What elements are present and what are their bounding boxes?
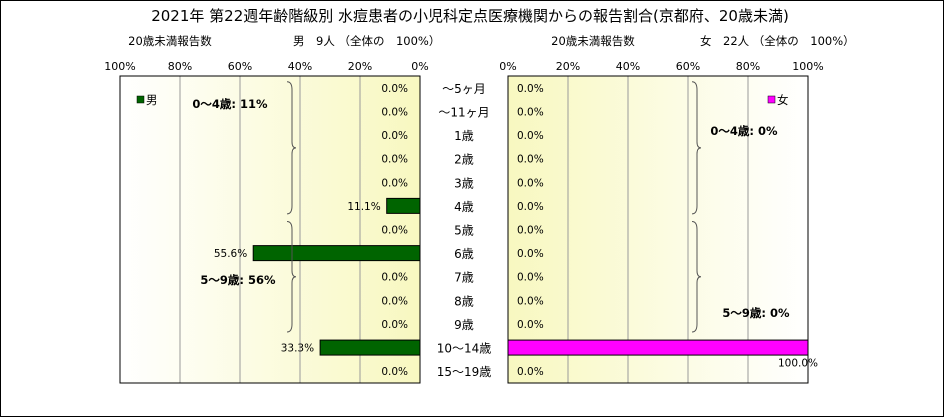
category-label: 4歳 xyxy=(454,200,474,214)
right-value-label: 0.0% xyxy=(517,272,544,284)
category-label: 5歳 xyxy=(454,224,474,238)
category-label: 15～19歳 xyxy=(437,365,492,379)
left-header-count: 20歳未満報告数 xyxy=(128,34,212,48)
right-legend-swatch xyxy=(767,95,776,104)
left-tick-label: 80% xyxy=(168,60,192,73)
right-value-label: 0.0% xyxy=(517,130,544,142)
left-bar xyxy=(252,245,421,262)
right-tick-label: 100% xyxy=(792,60,823,73)
category-label: ～11ヶ月 xyxy=(438,105,489,119)
right-value-label: 0.0% xyxy=(517,248,544,260)
left-tick-label: 20% xyxy=(348,60,372,73)
right-tick-label: 80% xyxy=(736,60,760,73)
right-value-label: 0.0% xyxy=(517,83,544,95)
left-value-label: 0.0% xyxy=(381,154,408,166)
right-value-label: 0.0% xyxy=(517,366,544,378)
right-value-label: 0.0% xyxy=(517,319,544,331)
left-value-label: 0.0% xyxy=(381,366,408,378)
right-annotation: 5～9歳: 0% xyxy=(722,306,790,320)
right-plot-area xyxy=(508,76,808,383)
right-brace-5-9 xyxy=(691,221,702,333)
category-label: 10～14歳 xyxy=(437,342,492,356)
left-tick-label: 40% xyxy=(288,60,312,73)
left-value-label: 0.0% xyxy=(381,295,408,307)
left-value-label: 0.0% xyxy=(381,106,408,118)
right-value-label: 0.0% xyxy=(517,106,544,118)
chart-title: 2021年 第22週年齢階級別 水痘患者の小児科定点医療機関からの報告割合(京都… xyxy=(151,7,789,25)
left-bar xyxy=(386,197,421,214)
left-value-label: 0.0% xyxy=(381,130,408,142)
right-annotation: 0～4歳: 0% xyxy=(710,124,778,138)
right-plot-border xyxy=(507,75,809,384)
left-value-label: 11.1% xyxy=(347,201,380,213)
left-value-label: 0.0% xyxy=(381,319,408,331)
category-label: 2歳 xyxy=(454,153,474,167)
right-value-label: 100.0% xyxy=(778,358,818,370)
right-tick-label: 20% xyxy=(556,60,580,73)
left-brace-5-9 xyxy=(286,221,297,333)
left-value-label: 0.0% xyxy=(381,177,408,189)
right-value-label: 0.0% xyxy=(517,177,544,189)
left-value-label: 33.3% xyxy=(281,343,314,355)
category-label: 1歳 xyxy=(454,129,474,143)
category-label: ～5ヶ月 xyxy=(442,82,486,96)
left-value-label: 0.0% xyxy=(381,83,408,95)
category-label: 6歳 xyxy=(454,247,474,261)
left-tick-label: 60% xyxy=(228,60,252,73)
right-tick-label: 0% xyxy=(499,60,516,73)
left-header-total: 男 9人 （全体の 100%） xyxy=(293,34,440,48)
left-value-label: 0.0% xyxy=(381,272,408,284)
category-label: 8歳 xyxy=(454,294,474,308)
left-brace-0-4 xyxy=(286,81,297,215)
category-label: 7歳 xyxy=(454,271,474,285)
right-bar xyxy=(507,339,809,356)
category-label: 3歳 xyxy=(454,176,474,190)
left-plot-border xyxy=(119,75,421,384)
right-value-label: 0.0% xyxy=(517,201,544,213)
left-plot-area xyxy=(120,76,420,383)
left-tick-label: 0% xyxy=(411,60,428,73)
left-bar xyxy=(319,339,421,356)
right-tick-label: 60% xyxy=(676,60,700,73)
right-legend-label: 女 xyxy=(777,93,789,107)
right-value-label: 0.0% xyxy=(517,154,544,166)
right-header-total: 女 22人 （全体の 100%） xyxy=(700,34,855,48)
left-annotation: 5～9歳: 56% xyxy=(200,273,276,287)
left-value-label: 55.6% xyxy=(214,248,247,260)
left-annotation: 0～4歳: 11% xyxy=(192,97,268,111)
left-value-label: 0.0% xyxy=(381,225,408,237)
category-label: 9歳 xyxy=(454,318,474,332)
right-tick-label: 40% xyxy=(616,60,640,73)
right-value-label: 0.0% xyxy=(517,225,544,237)
right-brace-0-4 xyxy=(691,81,702,215)
right-header-count: 20歳未満報告数 xyxy=(551,34,635,48)
left-legend-label: 男 xyxy=(146,93,158,107)
left-tick-label: 100% xyxy=(104,60,135,73)
left-legend-swatch xyxy=(136,95,145,104)
right-value-label: 0.0% xyxy=(517,295,544,307)
